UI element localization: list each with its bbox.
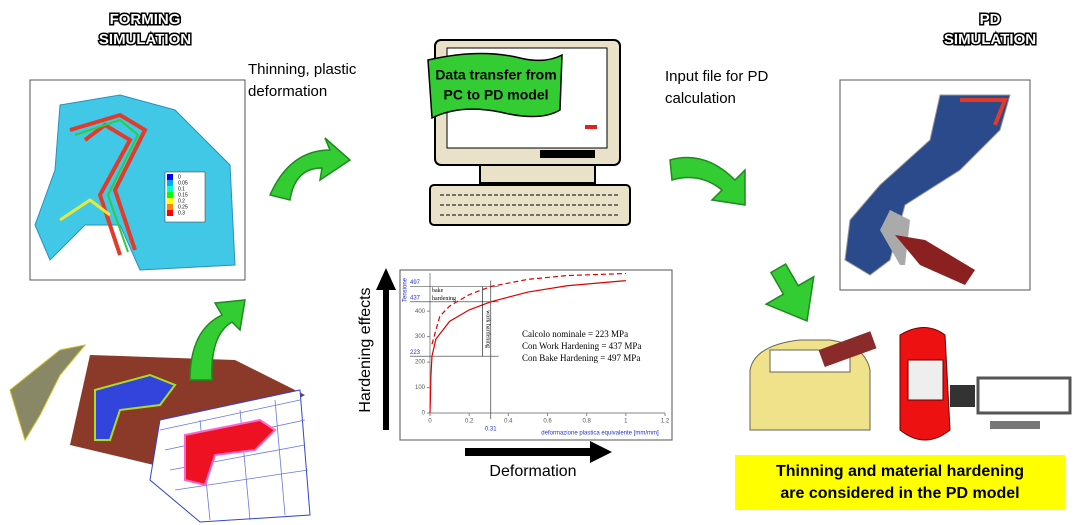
x-tick-label: 0.2: [465, 419, 474, 425]
x-tick-label: 0.6: [543, 419, 552, 425]
y-tick-label: 300: [415, 334, 426, 340]
y-tick-label: 497: [410, 280, 421, 286]
input-label: Input file for PD: [665, 68, 769, 85]
flow-arrow: [270, 138, 350, 200]
thinning-label: deformation: [248, 83, 327, 100]
annotation: Calcolo nominale = 223 MPa: [522, 329, 628, 339]
x-axis-title: deformazione plastica equivalente [mm/mm…: [541, 431, 659, 437]
axis-arrow: [465, 441, 612, 463]
annotation: Con Work Hardening = 437 MPa: [522, 341, 641, 351]
crash-image: [750, 328, 1070, 441]
x-tick-label: 0.31: [485, 427, 497, 433]
forming-image: 00.050.10.150.20.250.3: [30, 80, 245, 280]
x-tick-label: 1.2: [661, 419, 670, 425]
annotation: bake: [432, 288, 444, 294]
y-tick-label: 223: [410, 350, 421, 356]
pd-title: PD: [980, 11, 1001, 28]
pd-title: SIMULATION: [944, 31, 1036, 48]
thinning-label: Thinning, plastic: [248, 61, 357, 78]
computer: Data transfer from PC to PD model: [428, 40, 630, 225]
x-tick-label: 0.4: [504, 419, 513, 425]
axis-label: Deformation: [489, 463, 576, 480]
flow-arrow: [670, 158, 745, 206]
y-tick-label: 437: [410, 295, 421, 301]
forming-title: SIMULATION: [99, 31, 191, 48]
conclusion-text: Thinning and material hardening: [776, 463, 1024, 480]
axis-label: Hardening effects: [357, 287, 374, 412]
banner-text: PC to PD model: [443, 87, 548, 103]
banner-text: Data transfer from: [435, 67, 556, 83]
forming-title: FORMING: [110, 11, 181, 28]
x-tick-label: 0.8: [582, 419, 591, 425]
pd-image: [840, 80, 1030, 290]
annotation: Con Bake Hardening = 497 MPa: [522, 353, 640, 363]
y-tick-label: 400: [415, 309, 426, 315]
legend-label: 0.3: [178, 210, 185, 216]
mesh-image: [10, 345, 310, 522]
annotation: hardening: [432, 296, 456, 302]
diagram: FORMING SIMULATION PD SIMULATION Thinnin…: [0, 0, 1075, 525]
flow-arrow: [754, 255, 832, 334]
y-tick-label: 100: [415, 385, 426, 391]
annotation: work hardening: [484, 310, 490, 348]
conclusion-text: are considered in the PD model: [780, 485, 1019, 502]
input-label: calculation: [665, 90, 736, 107]
axis-arrow: [376, 268, 396, 430]
y-axis-title: Tensione: [403, 277, 409, 302]
y-tick-label: 200: [415, 360, 426, 366]
